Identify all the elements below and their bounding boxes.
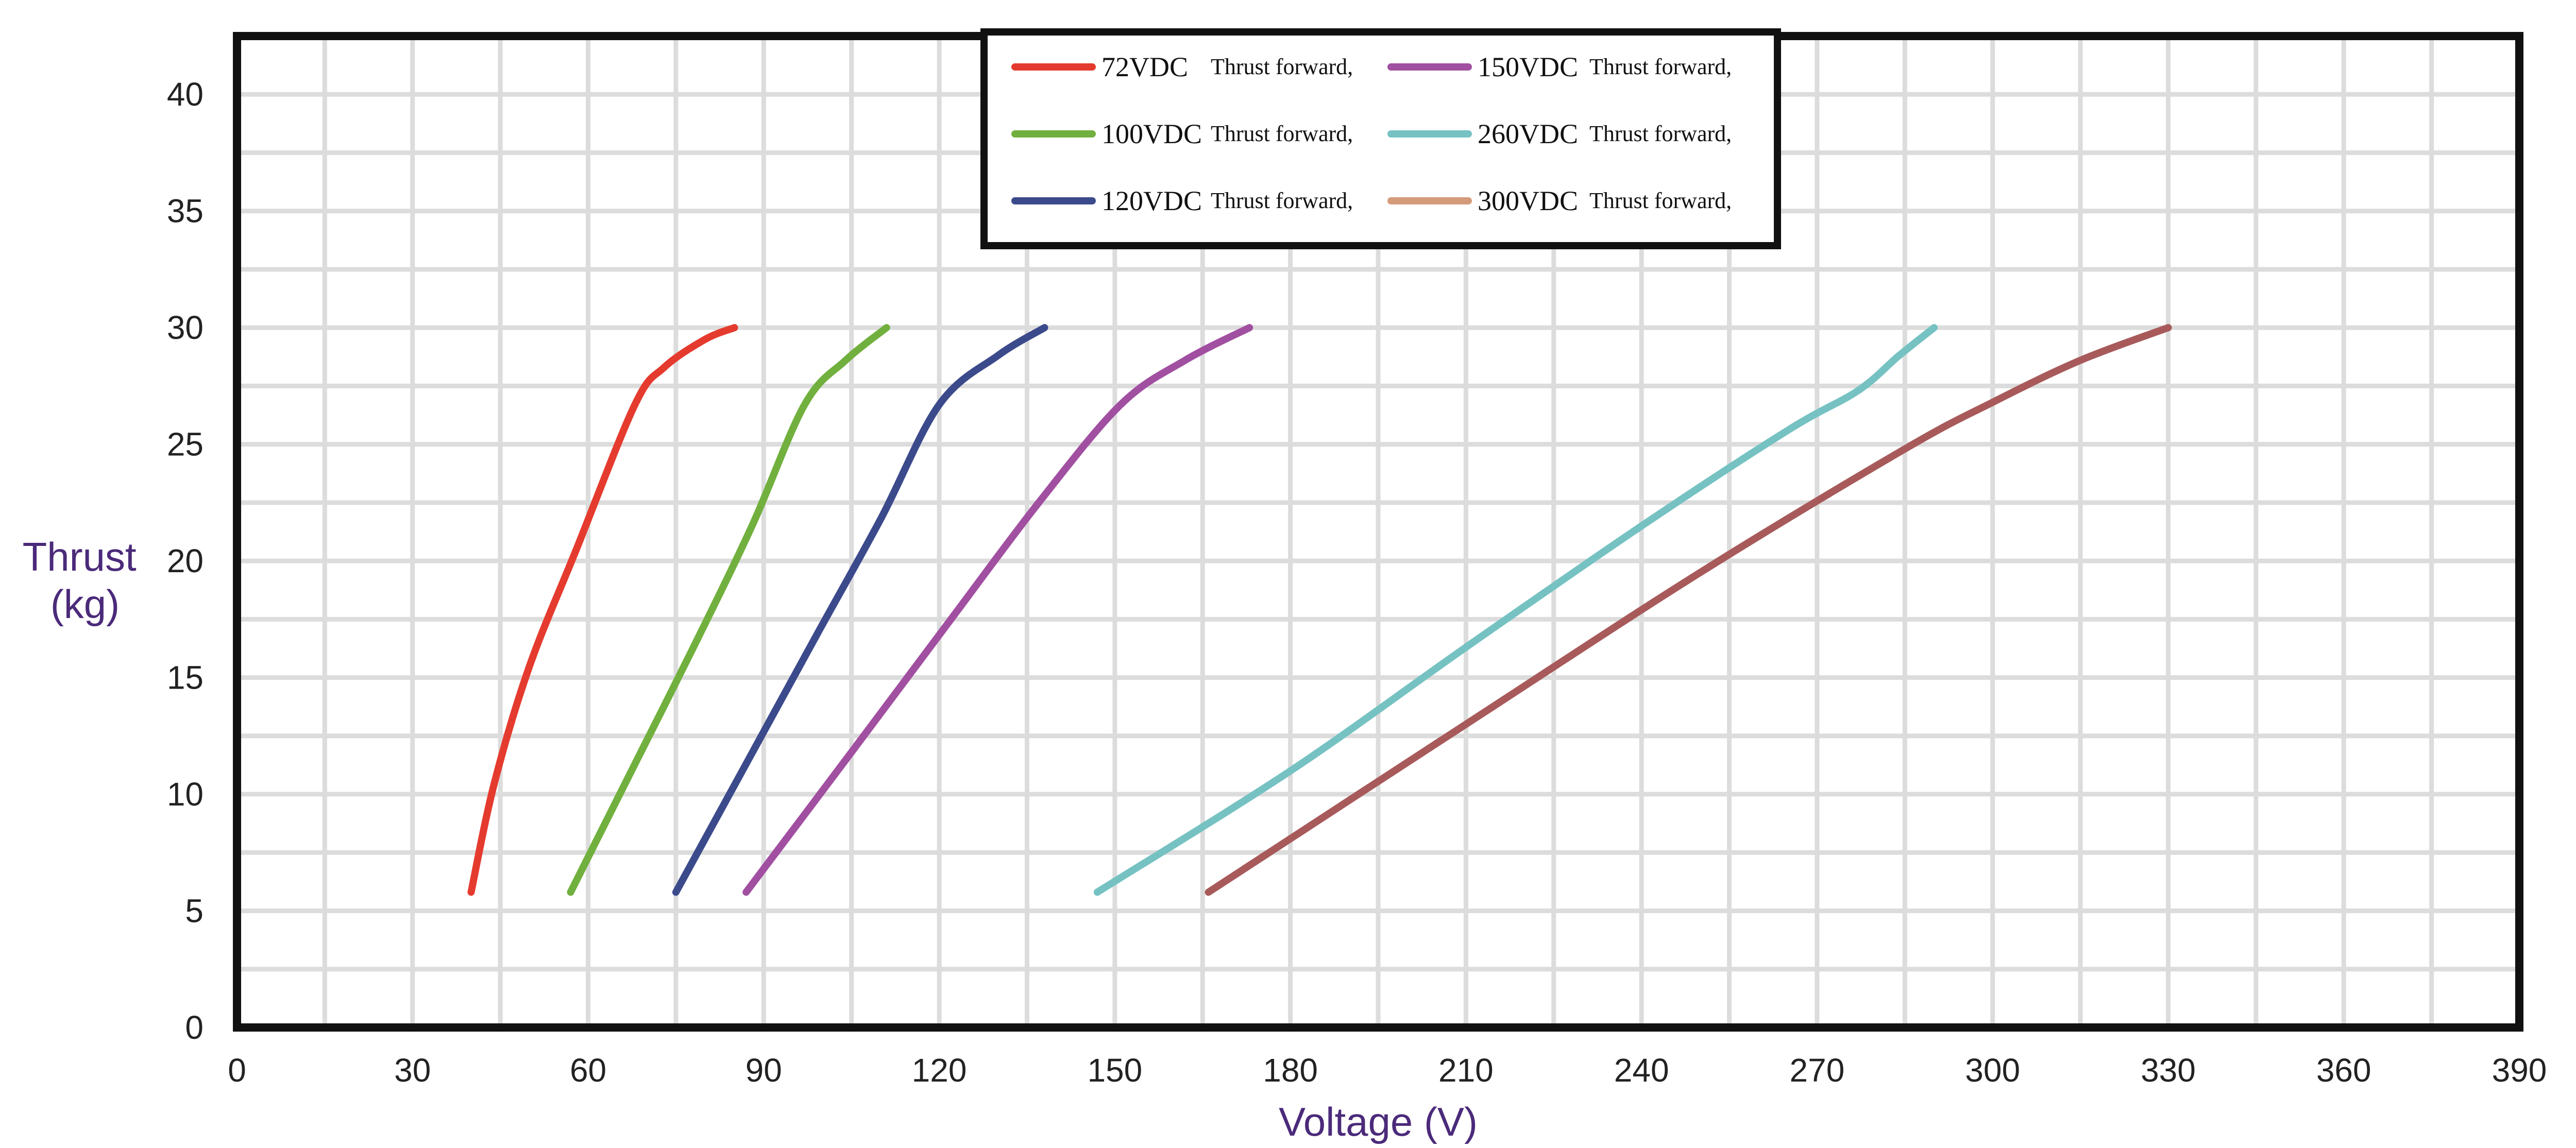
legend-label: 150VDC bbox=[1478, 52, 1578, 82]
legend-desc: Thrust forward, bbox=[1589, 188, 1732, 213]
x-tick-label: 330 bbox=[2141, 1052, 2196, 1089]
x-tick-label: 30 bbox=[394, 1052, 431, 1089]
legend-desc: Thrust forward, bbox=[1211, 188, 1353, 213]
legend-desc: Thrust forward, bbox=[1589, 121, 1732, 146]
x-tick-labels: 0 30 60 90 120 150 180 210 240 270 300 330 360 390 bbox=[228, 1052, 2547, 1089]
legend-desc: Thrust forward, bbox=[1211, 121, 1353, 146]
series-line-120vdc bbox=[672, 324, 1048, 896]
legend-box bbox=[980, 28, 1781, 249]
legend-item-72vdc: 72VDC Thrust forward, bbox=[1011, 52, 1353, 82]
series-line-72vdc bbox=[467, 324, 738, 896]
legend: 72VDC Thrust forward, 100VDC Thrust forward… bbox=[980, 28, 1781, 249]
x-tick-label: 210 bbox=[1438, 1052, 1494, 1089]
x-tick-label: 300 bbox=[1965, 1052, 2020, 1089]
legend-desc: Thrust forward, bbox=[1589, 54, 1732, 79]
x-tick-label: 0 bbox=[228, 1052, 246, 1089]
x-tick-label: 120 bbox=[912, 1052, 967, 1089]
y-tick-label: 5 bbox=[185, 893, 204, 930]
y-tick-label: 15 bbox=[167, 659, 204, 696]
legend-item-100vdc: 100VDC Thrust forward, bbox=[1011, 118, 1353, 149]
legend-label: 260VDC bbox=[1478, 118, 1578, 149]
y-axis-title-line-2: (kg) bbox=[50, 581, 120, 627]
x-tick-label: 390 bbox=[2492, 1052, 2547, 1089]
series-lines bbox=[467, 324, 2172, 896]
y-tick-label: 10 bbox=[167, 776, 204, 813]
y-tick-labels: 0 5 10 15 20 25 30 35 40 bbox=[167, 76, 204, 1046]
y-axis-title: Thrust (kg) bbox=[23, 534, 148, 627]
x-tick-label: 90 bbox=[745, 1052, 782, 1089]
x-tick-label: 240 bbox=[1614, 1052, 1669, 1089]
legend-label: 300VDC bbox=[1478, 185, 1578, 216]
legend-label: 120VDC bbox=[1101, 185, 1202, 216]
series-line-100vdc bbox=[567, 324, 890, 896]
x-tick-label: 60 bbox=[570, 1052, 606, 1089]
legend-label: 100VDC bbox=[1101, 118, 1202, 149]
legend-desc: Thrust forward, bbox=[1211, 54, 1353, 79]
y-tick-label: 0 bbox=[185, 1009, 204, 1046]
y-tick-label: 25 bbox=[167, 426, 204, 463]
x-tick-label: 180 bbox=[1263, 1052, 1318, 1089]
y-tick-label: 20 bbox=[167, 542, 204, 579]
series-line-300vdc bbox=[1205, 324, 2172, 896]
series-line-260vdc bbox=[1093, 324, 1938, 896]
y-tick-label: 35 bbox=[167, 193, 204, 230]
x-tick-label: 270 bbox=[1790, 1052, 1845, 1089]
legend-item-300vdc: 300VDC Thrust forward, bbox=[1387, 185, 1732, 216]
legend-item-150vdc: 150VDC Thrust forward, bbox=[1387, 52, 1732, 82]
x-axis-title: Voltage (V) bbox=[1279, 1099, 1478, 1144]
series-line-150vdc bbox=[742, 324, 1253, 896]
legend-item-260vdc: 260VDC Thrust forward, bbox=[1387, 118, 1732, 149]
y-tick-label: 40 bbox=[167, 76, 204, 113]
y-axis-title-line-1: Thrust bbox=[23, 534, 137, 579]
legend-item-120vdc: 120VDC Thrust forward, bbox=[1011, 185, 1353, 216]
legend-label: 72VDC bbox=[1101, 52, 1188, 82]
x-tick-label: 360 bbox=[2316, 1052, 2371, 1089]
x-tick-label: 150 bbox=[1087, 1052, 1142, 1089]
y-tick-label: 30 bbox=[167, 309, 204, 346]
